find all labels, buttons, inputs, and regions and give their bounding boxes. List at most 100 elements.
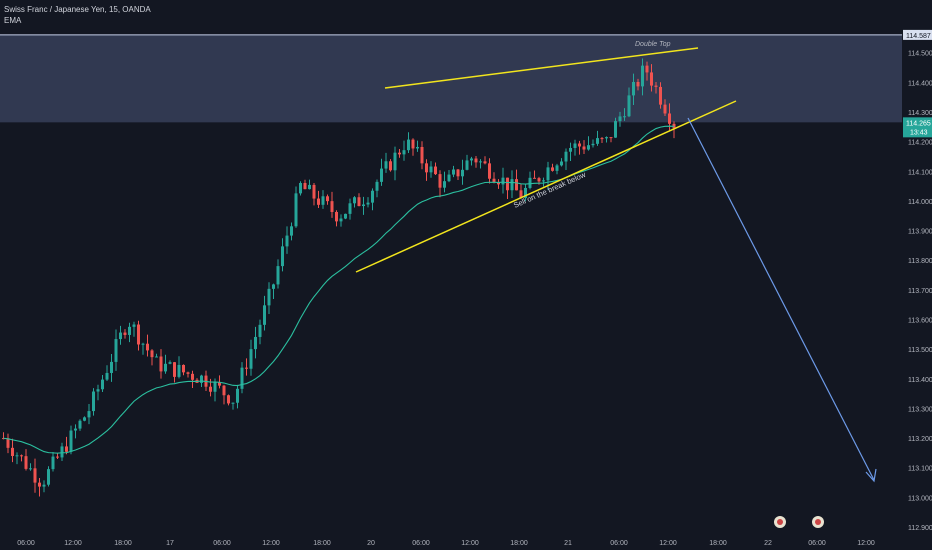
candle-body: [641, 65, 644, 87]
candle-body: [119, 332, 122, 340]
candle-body: [15, 455, 19, 457]
candle-body: [443, 181, 446, 188]
candle-body: [362, 204, 365, 207]
candle-body: [402, 150, 406, 155]
candle-body: [47, 469, 50, 485]
candle-body: [551, 167, 554, 171]
x-tick-label: 12:00: [659, 540, 677, 547]
candle-body: [132, 324, 136, 327]
candle-body: [398, 152, 401, 155]
y-tick-label: 113.700: [908, 288, 932, 295]
candle-body: [569, 147, 572, 152]
candle-body: [168, 362, 172, 364]
candle-body: [429, 166, 433, 173]
candle-body: [137, 324, 140, 345]
y-tick-label: 113.500: [908, 347, 932, 354]
x-tick-label: 06:00: [808, 540, 826, 547]
countdown-text: 13:43: [910, 129, 928, 136]
candle-body: [645, 65, 649, 73]
candle-body: [560, 161, 563, 166]
arrow-head: [865, 468, 877, 483]
candle-body: [546, 167, 550, 181]
candle-body: [6, 438, 10, 448]
candle-body: [528, 177, 532, 188]
candle-body: [407, 139, 410, 151]
x-tick-label: 12:00: [262, 540, 280, 547]
candle-body: [222, 385, 226, 396]
candle-body: [596, 138, 599, 144]
candle-body: [650, 72, 653, 86]
candle-body: [416, 146, 419, 149]
candle-body: [245, 367, 248, 369]
candle-body: [227, 395, 230, 404]
sell-note-label: Sell on the break below: [512, 170, 587, 210]
candle-body: [330, 201, 334, 212]
candle-body: [326, 196, 329, 202]
candle-body: [87, 411, 91, 418]
candle-body: [501, 177, 505, 185]
candle-body: [105, 372, 109, 380]
candle-body: [101, 379, 104, 390]
y-tick-label: 113.200: [908, 436, 932, 443]
candle-body: [492, 178, 496, 183]
current-price-tag: [903, 117, 932, 138]
candle-body: [321, 196, 325, 205]
y-tick-label: 113.400: [908, 377, 932, 384]
candle-body: [564, 151, 568, 162]
candle-body: [191, 373, 194, 380]
candle-body: [96, 389, 100, 392]
candle-body: [123, 332, 127, 335]
double-top-label: Double Top: [635, 41, 671, 48]
candle-body: [474, 158, 478, 163]
candle-body: [659, 86, 662, 105]
candle-body: [42, 484, 46, 487]
candle-body: [60, 446, 64, 458]
candle-body: [11, 447, 14, 457]
lower-trendline: [355, 100, 737, 273]
current-price-text: 114.265: [906, 120, 931, 127]
candle-body: [249, 349, 253, 369]
candle-body: [294, 193, 298, 227]
candle-body: [83, 417, 86, 421]
candle-body: [366, 202, 370, 205]
candle-body: [465, 160, 469, 170]
candle-body: [285, 235, 289, 247]
candle-body: [263, 305, 266, 325]
upper-trendline: [384, 47, 699, 89]
candle-body: [371, 190, 374, 203]
candle-body: [173, 362, 176, 377]
x-tick-label: 12:00: [857, 540, 875, 547]
candle-body: [609, 137, 613, 139]
candle-body: [200, 375, 203, 383]
candle-body: [353, 197, 356, 204]
candle-body: [348, 203, 352, 214]
candle-body: [299, 182, 302, 194]
candle-body: [537, 178, 541, 182]
candle-body: [452, 169, 455, 175]
candle-body: [614, 121, 617, 138]
candle-body: [618, 116, 622, 122]
x-tick-label: 12:00: [461, 540, 479, 547]
candle-body: [384, 161, 388, 169]
y-tick-label: 113.100: [908, 466, 932, 473]
candle-body: [524, 187, 527, 199]
candle-body: [312, 184, 316, 199]
candle-body: [497, 182, 500, 185]
y-tick-label: 113.600: [908, 317, 932, 324]
candle-body: [578, 143, 581, 147]
y-tick-label: 113.000: [908, 495, 932, 502]
candle-body: [51, 456, 55, 470]
candle-body: [582, 146, 586, 150]
x-tick-label: 06:00: [412, 540, 430, 547]
y-tick-label: 114.000: [908, 199, 932, 206]
y-tick-label: 113.900: [908, 229, 932, 236]
candle-body: [591, 143, 595, 146]
y-tick-label: 114.200: [908, 140, 932, 147]
candle-body: [231, 402, 235, 404]
candle-body: [92, 391, 95, 412]
candle-body: [339, 218, 343, 222]
candle-body: [519, 190, 523, 199]
x-tick-label: 12:00: [64, 540, 82, 547]
candle-body: [587, 145, 590, 150]
